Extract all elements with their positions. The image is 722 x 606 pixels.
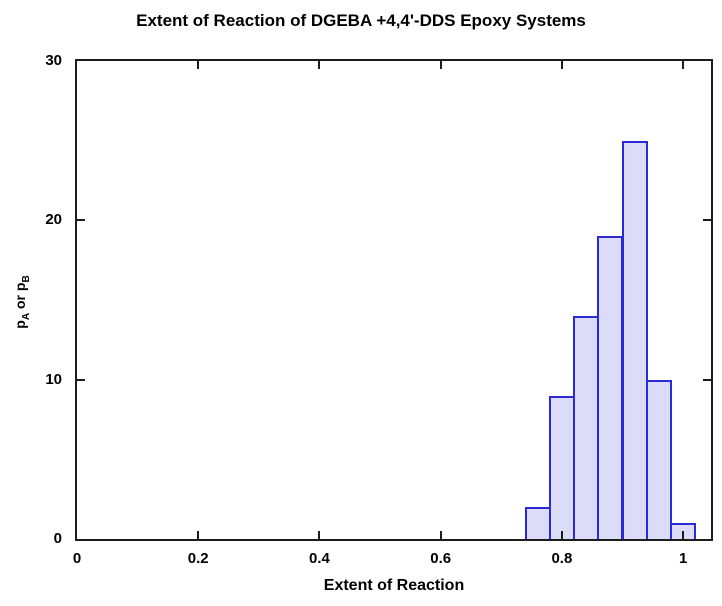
- x-tick-mark-top: [682, 61, 685, 69]
- y-tick-mark: [77, 378, 85, 381]
- x-tick-mark: [318, 531, 321, 539]
- y-tick-mark-right: [703, 219, 711, 222]
- x-tick-label: 0: [72, 550, 82, 567]
- x-tick-label: 0.2: [187, 550, 209, 567]
- x-tick-mark: [197, 531, 200, 539]
- histogram-bar: [548, 395, 575, 539]
- y-tick-label: 0: [53, 530, 62, 547]
- y-axis-label: pA or pB: [12, 275, 32, 329]
- histogram-bar: [524, 507, 551, 539]
- x-tick-mark: [560, 531, 563, 539]
- x-tick-label: 0.8: [551, 550, 573, 567]
- histogram-bar: [645, 379, 672, 539]
- plot-area: [75, 59, 713, 541]
- histogram-bar: [573, 315, 600, 539]
- y-tick-mark-right: [703, 378, 711, 381]
- x-tick-mark: [439, 531, 442, 539]
- chart-title: Extent of Reaction of DGEBA +4,4'-DDS Ep…: [136, 11, 586, 30]
- y-tick-label: 10: [45, 370, 62, 388]
- x-tick-mark: [682, 531, 685, 539]
- x-axis-label: Extent of Reaction: [323, 577, 465, 594]
- x-tick-label: 0.6: [430, 550, 452, 567]
- y-tick-mark: [77, 219, 85, 222]
- x-tick-label: 1: [678, 550, 688, 567]
- x-tick-mark-top: [318, 61, 321, 69]
- x-tick-mark-top: [560, 61, 563, 69]
- x-tick-mark-top: [197, 61, 200, 69]
- histogram-bar: [621, 140, 648, 539]
- y-tick-label: 20: [45, 211, 62, 229]
- histogram-bar: [597, 236, 624, 539]
- x-tick-mark-top: [439, 61, 442, 69]
- y-tick-label: 30: [45, 52, 62, 69]
- x-tick-label: 0.4: [309, 550, 330, 567]
